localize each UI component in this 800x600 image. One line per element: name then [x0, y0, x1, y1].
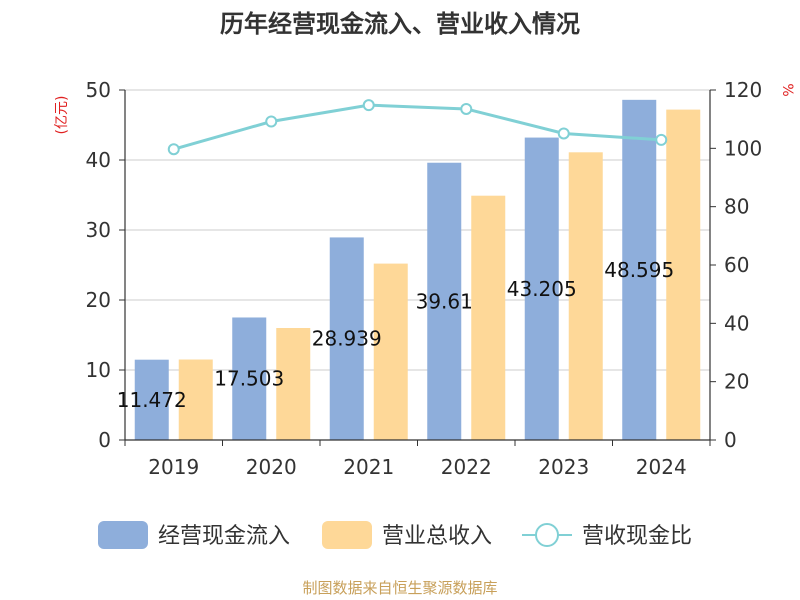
- right-tick-label: 100: [724, 136, 762, 160]
- left-tick-label: 40: [86, 148, 111, 172]
- left-tick-label: 20: [86, 288, 111, 312]
- bar-revenue: [276, 328, 311, 440]
- legend-swatch: [322, 521, 372, 549]
- bar-cash-inflow: [134, 359, 169, 440]
- bar-cash-inflow: [232, 317, 267, 440]
- bar-revenue: [471, 195, 506, 440]
- x-tick-label: 2022: [441, 455, 492, 479]
- line-point: [265, 115, 278, 128]
- bar-layer: [134, 99, 701, 441]
- left-tick-label: 10: [86, 358, 111, 382]
- bar-revenue: [568, 152, 603, 441]
- source-note: 制图数据来自恒生聚源数据库: [302, 579, 497, 597]
- bar-cash-inflow: [622, 99, 657, 441]
- legend-marker: [535, 523, 559, 547]
- data-label: 39.61: [416, 289, 473, 313]
- line-revenue-cash-ratio: [173, 103, 662, 151]
- line-point: [167, 143, 180, 156]
- right-axis-unit: %: [779, 83, 795, 96]
- x-tick-label: 2024: [636, 455, 687, 479]
- x-tick-label: 2023: [538, 455, 589, 479]
- right-tick-label: 40: [724, 311, 749, 335]
- legend-label: 营收现金比: [582, 524, 692, 549]
- bar-cash-inflow: [524, 137, 559, 440]
- x-tick-label: 2021: [343, 455, 394, 479]
- data-label: 48.595: [604, 258, 674, 282]
- data-label: 17.503: [214, 367, 284, 391]
- data-labels: 11.472 17.503 28.939 39.61 43.205 48.595: [117, 258, 674, 412]
- line-point: [655, 133, 668, 146]
- legend-swatch: [98, 521, 148, 549]
- left-tick-label: 30: [86, 218, 111, 242]
- left-tick-label: 0: [98, 428, 111, 452]
- bar-revenue: [373, 263, 408, 440]
- legend-label: 经营现金流入: [158, 524, 290, 549]
- bar-cash-inflow: [329, 237, 364, 440]
- right-tick-label: 120: [724, 78, 762, 102]
- legend-label: 营业总收入: [382, 524, 492, 549]
- line-point: [362, 99, 375, 112]
- x-tick-label: 2019: [148, 455, 199, 479]
- right-tick-label: 20: [724, 370, 749, 394]
- right-tick-label: 60: [724, 253, 749, 277]
- grid-lines: [125, 89, 710, 371]
- line-point: [460, 102, 473, 115]
- bar-revenue: [178, 359, 213, 440]
- left-tick-label: 50: [86, 78, 111, 102]
- data-label: 11.472: [117, 388, 187, 412]
- data-label: 43.205: [507, 277, 577, 301]
- right-tick-label: 0: [724, 428, 737, 452]
- data-label: 28.939: [312, 327, 382, 351]
- chart-title: 历年经营现金流入、营业收入情况: [220, 10, 580, 38]
- line-point: [557, 127, 570, 140]
- axes: 0 10 20 30 40 50 0 20 40 60 80 100 120 2019 2020 2021 20…: [86, 78, 763, 479]
- legend: 经营现金流入 营业总收入 营收现金比: [98, 521, 692, 549]
- x-tick-label: 2020: [246, 455, 297, 479]
- right-tick-label: 80: [724, 195, 749, 219]
- left-axis-unit: (亿元): [54, 96, 70, 135]
- bar-cash-inflow: [427, 162, 462, 441]
- bar-revenue: [666, 109, 701, 440]
- line-layer: [167, 99, 668, 156]
